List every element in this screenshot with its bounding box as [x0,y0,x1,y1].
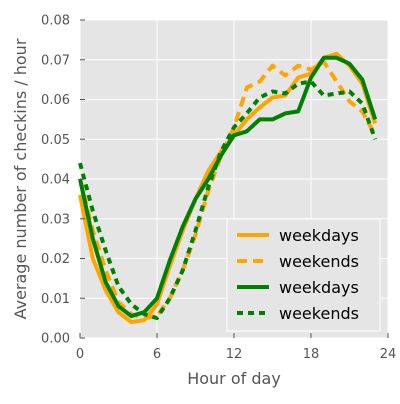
y-tick-label: 0.03 [41,212,70,227]
y-tick-label: 0.07 [41,53,70,68]
y-tick-label: 0.06 [41,93,70,108]
legend-label: weekends [279,252,359,271]
y-tick-label: 0.01 [41,292,70,307]
x-axis-label: Hour of day [187,369,281,388]
axis-ticks: 0 6 12 18 24 0.00 0.01 0.02 0.03 0.04 0.05 0.06 0.07… [41,14,396,363]
y-axis-label: Average number of checkins / hour [11,38,30,319]
y-tick-label: 0.05 [41,133,70,148]
legend-label: weekdays [279,226,359,245]
series-line-weekends-dotted [78,79,378,321]
legend: weekdays weekends weekdays weekends [226,218,381,332]
grid-lines [79,19,389,339]
x-tick-label: 24 [380,347,397,362]
y-tick-label: 0.00 [41,332,70,347]
y-tick-label: 0.04 [41,173,70,188]
y-tick-label: 0.02 [41,252,70,267]
series-line-weekdays-solid [78,55,378,319]
legend-label: weekends [279,304,359,323]
x-tick-label: 0 [76,347,84,362]
series-line-weekends-dashed [78,59,377,321]
x-tick-label: 6 [153,347,161,362]
x-tick-label: 18 [303,347,320,362]
legend-label: weekdays [279,278,359,297]
y-tick-label: 0.08 [41,14,70,29]
x-tick-label: 12 [226,347,243,362]
series-lines [78,51,378,325]
